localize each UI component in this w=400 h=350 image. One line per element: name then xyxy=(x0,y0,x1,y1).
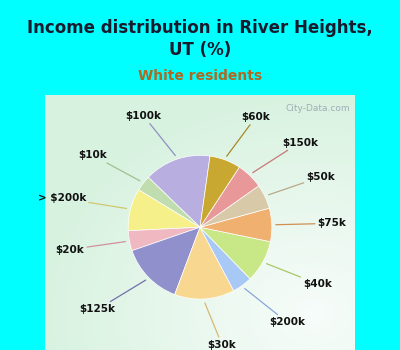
Text: $150k: $150k xyxy=(253,138,318,173)
Text: $60k: $60k xyxy=(227,112,270,156)
Wedge shape xyxy=(200,156,239,227)
Wedge shape xyxy=(200,186,269,227)
Text: $100k: $100k xyxy=(126,111,175,155)
Text: Income distribution in River Heights,
UT (%): Income distribution in River Heights, UT… xyxy=(27,19,373,59)
Wedge shape xyxy=(200,208,272,242)
Wedge shape xyxy=(128,227,200,251)
Text: > $200k: > $200k xyxy=(38,193,126,209)
Text: $40k: $40k xyxy=(266,264,332,289)
Text: $10k: $10k xyxy=(78,150,140,181)
Text: White residents: White residents xyxy=(138,69,262,83)
Wedge shape xyxy=(200,167,259,227)
Wedge shape xyxy=(148,155,210,227)
Text: $75k: $75k xyxy=(276,218,346,228)
Text: $20k: $20k xyxy=(56,241,126,254)
Wedge shape xyxy=(175,227,234,299)
Text: $50k: $50k xyxy=(268,172,335,195)
Wedge shape xyxy=(200,227,250,291)
Text: $125k: $125k xyxy=(80,280,146,314)
Wedge shape xyxy=(128,190,200,231)
Text: $30k: $30k xyxy=(205,303,236,350)
Wedge shape xyxy=(132,227,200,294)
Text: City-Data.com: City-Data.com xyxy=(285,105,350,113)
Text: $200k: $200k xyxy=(245,288,305,327)
Wedge shape xyxy=(200,227,270,279)
Wedge shape xyxy=(139,177,200,227)
